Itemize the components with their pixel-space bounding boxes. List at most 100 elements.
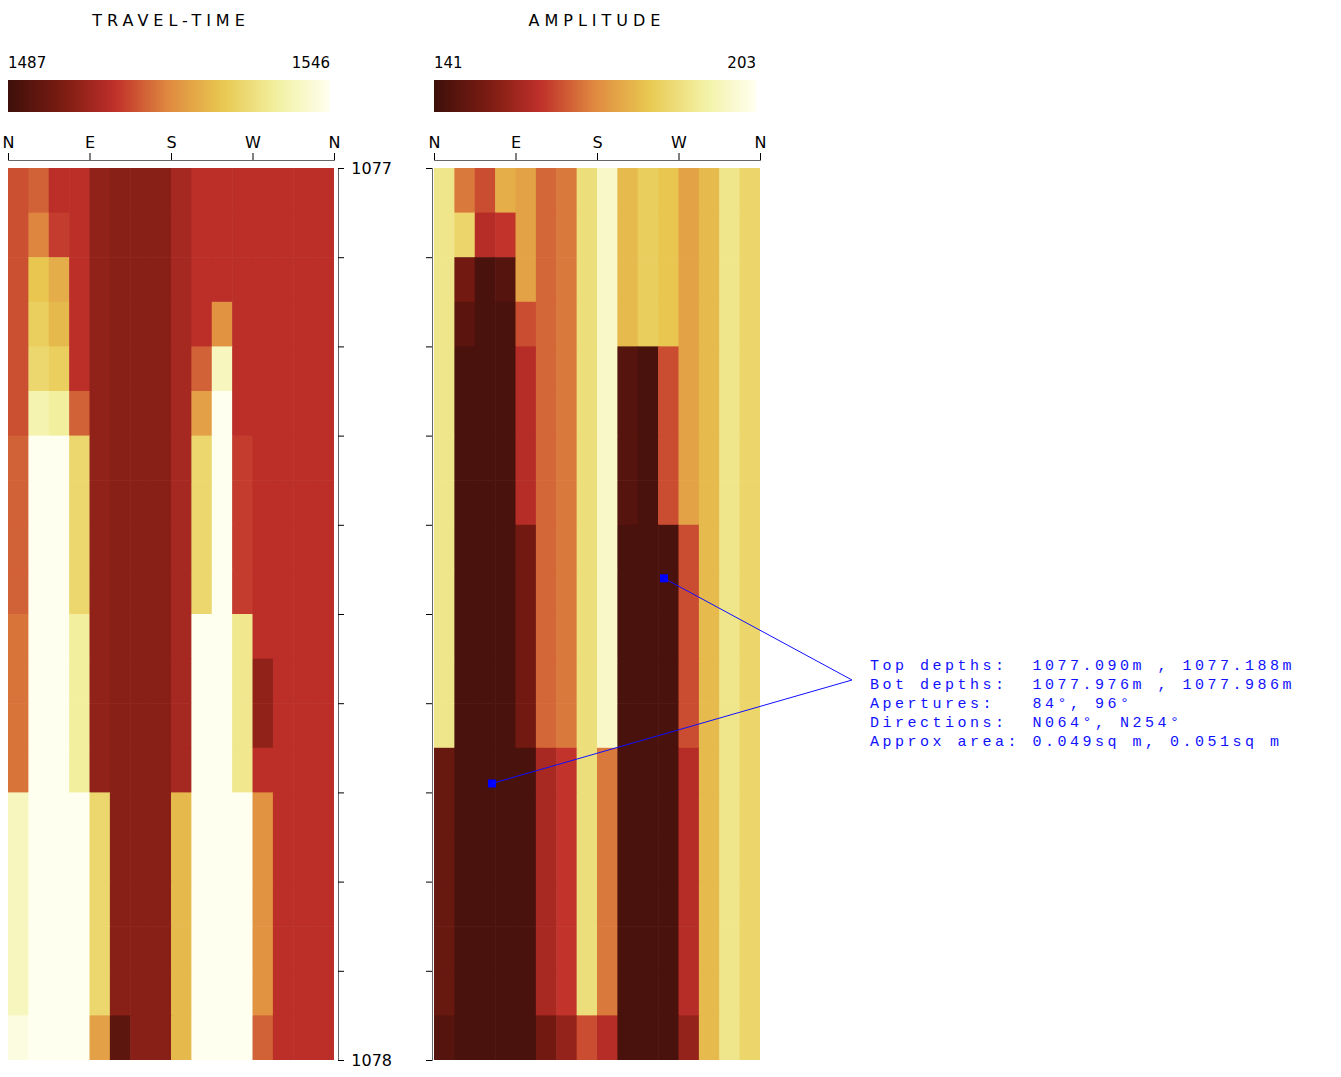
heatmap-cell xyxy=(273,302,294,347)
heatmap-cell xyxy=(171,926,192,971)
y-tick-mark xyxy=(338,882,344,883)
heatmap-cell xyxy=(536,837,557,882)
heatmap-cell xyxy=(740,659,760,704)
heatmap-cell xyxy=(28,213,49,258)
heatmap-cell xyxy=(434,257,455,302)
heatmap-cell xyxy=(28,971,49,1016)
heatmap-cell xyxy=(556,480,577,525)
heatmap-cell xyxy=(273,346,294,391)
heatmap-cell xyxy=(617,971,638,1016)
heatmap-cell xyxy=(434,391,455,436)
x-axis-line xyxy=(435,153,761,161)
heatmap-cell xyxy=(314,1015,334,1060)
heatmap-cell xyxy=(273,1015,294,1060)
x-axis: NESWN xyxy=(429,133,767,161)
heatmap-cell xyxy=(293,882,314,927)
annotation-line: Approx area: 0.049sq m, 0.051sq m xyxy=(870,734,1283,751)
colorbar xyxy=(434,80,756,112)
heatmap-cell xyxy=(740,436,760,481)
heatmap-cell xyxy=(597,748,618,793)
y-tick xyxy=(338,703,344,704)
heatmap-cell xyxy=(69,168,90,213)
heatmap-cell xyxy=(495,436,516,481)
heatmap-cell xyxy=(495,168,516,213)
heatmap-cell xyxy=(638,168,659,213)
heatmap-cell xyxy=(434,882,455,927)
x-tick: W xyxy=(245,133,261,160)
heatmap-cell xyxy=(536,436,557,481)
heatmap-cell xyxy=(212,346,233,391)
heatmap-cell xyxy=(293,302,314,347)
heatmap-cell xyxy=(617,391,638,436)
heatmap-cell xyxy=(314,569,334,614)
heatmap-cell xyxy=(253,659,274,704)
heatmap-cell xyxy=(232,837,253,882)
heatmap-cell xyxy=(577,748,598,793)
heatmap-cell xyxy=(719,1015,740,1060)
heatmap-cell xyxy=(8,569,29,614)
heatmap-cell xyxy=(212,837,233,882)
heatmap-cell xyxy=(8,302,29,347)
heatmap-cell xyxy=(110,837,131,882)
heatmap-cell xyxy=(454,1015,475,1060)
heatmap-cell xyxy=(8,926,29,971)
heatmap-cell xyxy=(597,569,618,614)
heatmap-cell xyxy=(454,213,475,258)
heatmap-cell xyxy=(232,480,253,525)
heatmap-cell xyxy=(699,302,720,347)
heatmap-cell xyxy=(253,792,274,837)
heatmap-cell xyxy=(293,659,314,704)
heatmap-cell xyxy=(699,971,720,1016)
heatmap-cell xyxy=(658,480,679,525)
heatmap-cell xyxy=(90,213,111,258)
heatmap-cell xyxy=(314,213,334,258)
heatmap-cell xyxy=(740,346,760,391)
heatmap-cell xyxy=(49,614,70,659)
leader-line xyxy=(492,680,852,783)
heatmap-cell xyxy=(679,168,700,213)
plot-marks xyxy=(434,168,760,1060)
heatmap-cell xyxy=(699,837,720,882)
heatmap-cell xyxy=(556,837,577,882)
heatmap-cell xyxy=(314,346,334,391)
heatmap-cell xyxy=(151,1015,172,1060)
x-tick: N xyxy=(3,133,15,160)
heatmap-cell xyxy=(191,748,212,793)
heatmap-cell xyxy=(151,168,172,213)
heatmap-cell xyxy=(434,346,455,391)
heatmap-cell xyxy=(719,569,740,614)
x-tick-mark xyxy=(8,153,9,160)
heatmap-cell xyxy=(110,168,131,213)
heatmap-cell xyxy=(495,659,516,704)
heatmap-cell xyxy=(617,882,638,927)
heatmap-cell xyxy=(171,837,192,882)
heatmap-cell xyxy=(273,659,294,704)
heatmap-cell xyxy=(69,659,90,704)
heatmap-cell xyxy=(475,837,496,882)
heatmap-cell xyxy=(577,391,598,436)
heatmap-cell xyxy=(49,168,70,213)
heatmap-cell xyxy=(679,659,700,704)
heatmap-cell xyxy=(110,346,131,391)
heatmap-cell xyxy=(597,1015,618,1060)
heatmap-cell xyxy=(212,302,233,347)
heatmap-cell xyxy=(130,703,151,748)
heatmap-cell xyxy=(151,659,172,704)
heatmap-cell xyxy=(516,257,537,302)
heatmap-cell xyxy=(740,168,760,213)
heatmap-cell xyxy=(638,569,659,614)
heatmap-cell xyxy=(49,213,70,258)
heatmap-cell xyxy=(273,436,294,481)
heatmap-cell xyxy=(699,614,720,659)
heatmap-cell xyxy=(110,569,131,614)
y-tick-mark xyxy=(338,614,344,615)
heatmap-cell xyxy=(719,971,740,1016)
heatmap-cell xyxy=(495,480,516,525)
x-tick-mark xyxy=(90,153,91,160)
heatmap-cell xyxy=(69,703,90,748)
heatmap-cell xyxy=(49,837,70,882)
heatmap-cell xyxy=(273,971,294,1016)
heatmap-cell xyxy=(232,346,253,391)
heatmap-cell xyxy=(719,792,740,837)
x-tick: E xyxy=(85,133,95,160)
